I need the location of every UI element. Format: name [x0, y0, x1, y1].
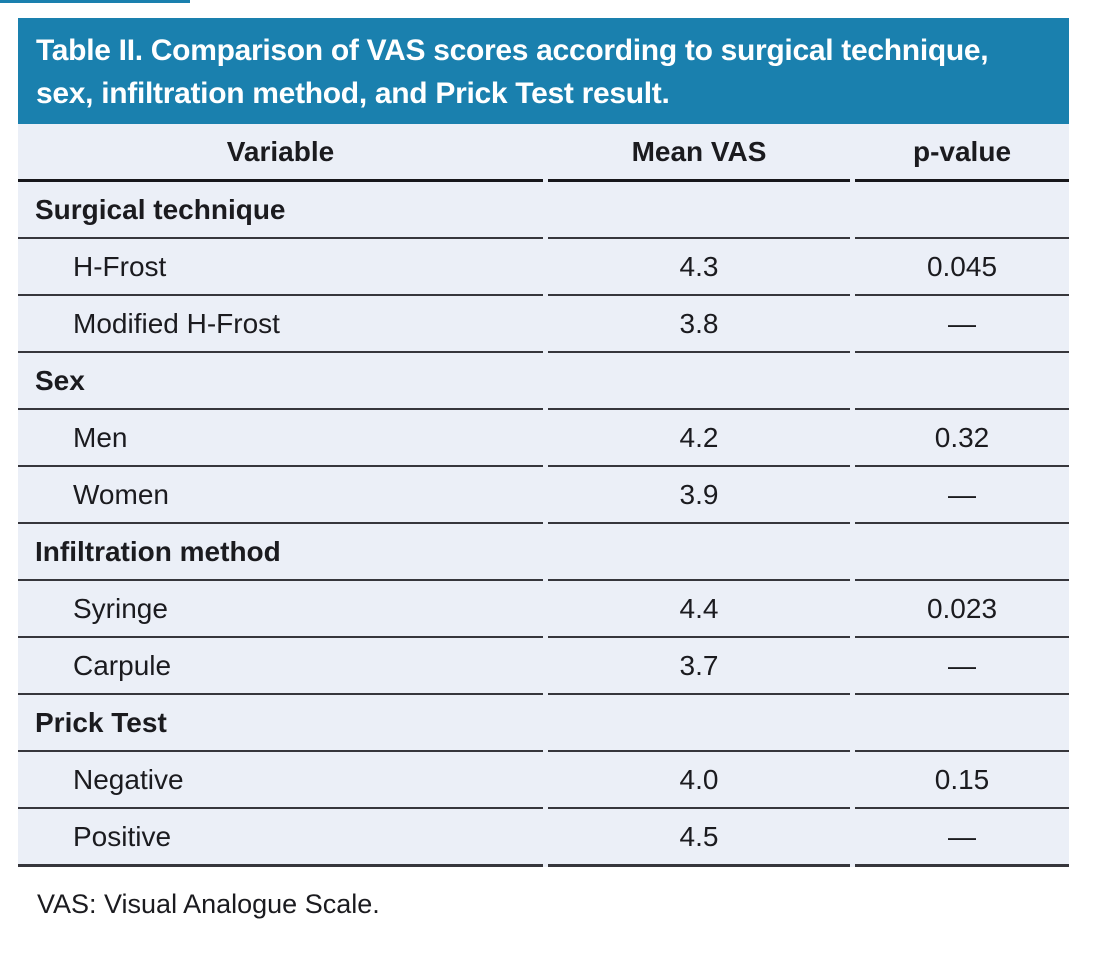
row-p-value: 0.15 [855, 752, 1069, 809]
section-row-infiltration-method: Infiltration method [18, 524, 1069, 581]
table-row-women: Women 3.9 — [18, 467, 1069, 524]
row-variable: Modified H-Frost [18, 296, 543, 353]
row-mean-vas: 4.5 [548, 809, 850, 867]
row-variable: Negative [18, 752, 543, 809]
row-mean-vas: 3.9 [548, 467, 850, 524]
empty-cell [855, 695, 1069, 752]
row-p-value: 0.045 [855, 239, 1069, 296]
row-variable: Carpule [18, 638, 543, 695]
table-row-carpule: Carpule 3.7 — [18, 638, 1069, 695]
row-variable: Men [18, 410, 543, 467]
section-row-prick-test: Prick Test [18, 695, 1069, 752]
vas-comparison-table: Table II. Comparison of VAS scores accor… [18, 18, 1069, 920]
column-header-variable: Variable [18, 124, 543, 182]
empty-cell [855, 182, 1069, 239]
empty-cell [855, 524, 1069, 581]
column-header-row: Variable Mean VAS p-value [18, 124, 1069, 182]
section-row-sex: Sex [18, 353, 1069, 410]
row-mean-vas: 3.7 [548, 638, 850, 695]
row-mean-vas: 4.4 [548, 581, 850, 638]
row-p-value: — [855, 296, 1069, 353]
empty-cell [548, 695, 850, 752]
table-row-h-frost: H-Frost 4.3 0.045 [18, 239, 1069, 296]
row-variable: Women [18, 467, 543, 524]
row-p-value: — [855, 638, 1069, 695]
table-footnote: VAS: Visual Analogue Scale. [37, 889, 380, 919]
empty-cell [548, 182, 850, 239]
row-variable: Syringe [18, 581, 543, 638]
section-label: Infiltration method [18, 524, 543, 581]
table-title: Table II. Comparison of VAS scores accor… [18, 18, 1069, 124]
table-row-positive: Positive 4.5 — [18, 809, 1069, 867]
row-p-value: — [855, 467, 1069, 524]
section-row-surgical-technique: Surgical technique [18, 182, 1069, 239]
table-row-syringe: Syringe 4.4 0.023 [18, 581, 1069, 638]
section-label: Prick Test [18, 695, 543, 752]
row-variable: Positive [18, 809, 543, 867]
empty-cell [855, 353, 1069, 410]
section-label: Sex [18, 353, 543, 410]
row-p-value: — [855, 809, 1069, 867]
row-mean-vas: 4.2 [548, 410, 850, 467]
column-header-p-value: p-value [855, 124, 1069, 182]
row-variable: H-Frost [18, 239, 543, 296]
row-mean-vas: 4.0 [548, 752, 850, 809]
section-label: Surgical technique [18, 182, 543, 239]
table-row-modified-h-frost: Modified H-Frost 3.8 — [18, 296, 1069, 353]
row-p-value: 0.023 [855, 581, 1069, 638]
empty-cell [548, 524, 850, 581]
table-row-negative: Negative 4.0 0.15 [18, 752, 1069, 809]
column-header-mean-vas: Mean VAS [548, 124, 850, 182]
table-row-men: Men 4.2 0.32 [18, 410, 1069, 467]
row-p-value: 0.32 [855, 410, 1069, 467]
row-mean-vas: 3.8 [548, 296, 850, 353]
page-edge-accent-bar [0, 0, 190, 3]
empty-cell [548, 353, 850, 410]
row-mean-vas: 4.3 [548, 239, 850, 296]
